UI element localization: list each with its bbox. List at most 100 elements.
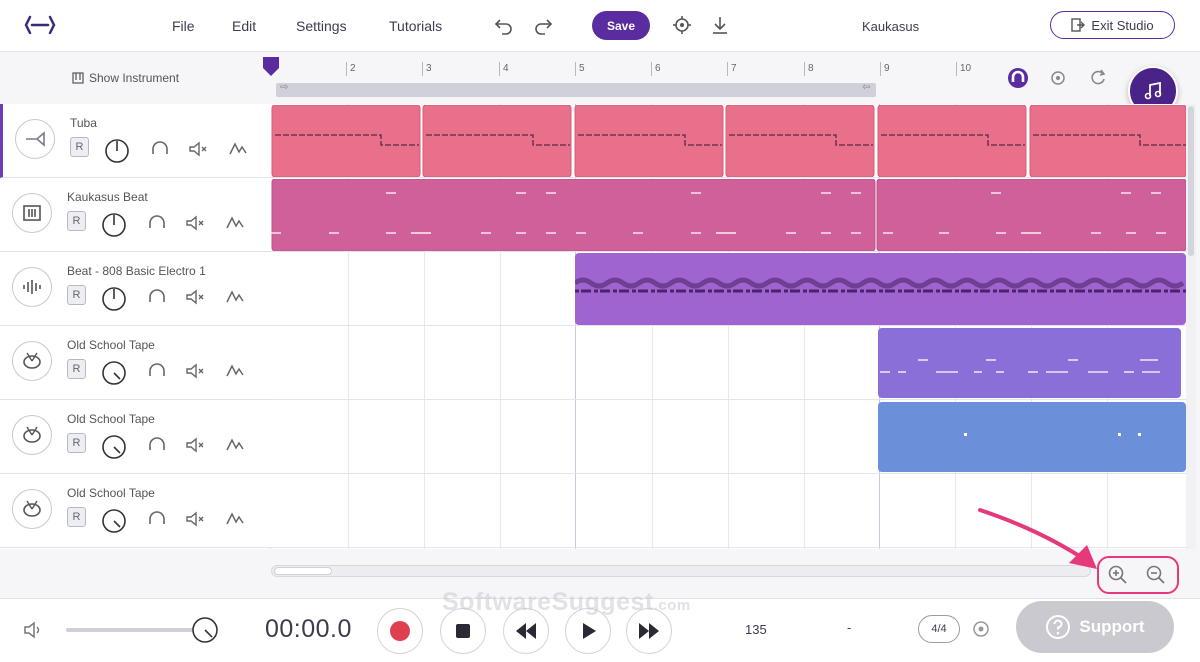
track-lane[interactable]: [271, 178, 1186, 252]
record-arm-button[interactable]: R: [67, 211, 86, 231]
track-header-kaukasus-beat[interactable]: Kaukasus Beat R: [0, 178, 271, 252]
menu-edit[interactable]: Edit: [232, 18, 257, 34]
mute-icon[interactable]: [184, 359, 206, 383]
horizontal-scroll-thumb[interactable]: [274, 567, 332, 575]
record-button[interactable]: [377, 608, 423, 654]
timeline-ruler[interactable]: 2 3 4 5 6 7 8 9 10: [271, 60, 1001, 82]
undo-icon[interactable]: [493, 14, 515, 36]
track-header-old-school-tape-2[interactable]: Old School Tape R: [0, 400, 271, 474]
mute-icon[interactable]: [184, 211, 206, 235]
effects-icon[interactable]: [227, 137, 249, 161]
track-name[interactable]: Kaukasus Beat: [67, 190, 148, 204]
tape-clip-1[interactable]: [878, 328, 1183, 398]
record-arm-button[interactable]: R: [70, 137, 89, 157]
show-instrument-toggle[interactable]: Show Instrument: [72, 71, 179, 85]
volume-knob[interactable]: [100, 211, 128, 239]
download-icon[interactable]: [709, 14, 731, 36]
record-arm-button[interactable]: R: [67, 433, 86, 453]
fast-forward-button[interactable]: [626, 608, 672, 654]
magnet-icon[interactable]: [1008, 68, 1028, 88]
logo-icon[interactable]: [22, 13, 58, 37]
track-header-old-school-tape-3[interactable]: Old School Tape R: [0, 474, 271, 548]
menu-file[interactable]: File: [172, 18, 195, 34]
headphones-icon[interactable]: [146, 211, 168, 235]
tempo-bpm[interactable]: 135: [745, 622, 767, 637]
volume-knob[interactable]: [100, 285, 128, 313]
playhead-marker[interactable]: [262, 56, 280, 78]
metronome-icon[interactable]: [970, 618, 992, 640]
menu-settings[interactable]: Settings: [296, 18, 347, 34]
effects-icon[interactable]: [224, 285, 246, 309]
volume-knob[interactable]: [100, 433, 128, 461]
track-lane[interactable]: [271, 104, 1186, 178]
master-volume-slider[interactable]: [66, 628, 196, 632]
drum-icon[interactable]: [12, 415, 52, 455]
zoom-out-icon[interactable]: [1144, 563, 1168, 587]
track-name[interactable]: Beat - 808 Basic Electro 1: [67, 264, 206, 278]
track-name[interactable]: Old School Tape: [67, 338, 155, 352]
track-lane[interactable]: [271, 474, 1186, 548]
loop-start-arrow-icon[interactable]: ⇨: [280, 82, 289, 93]
track-name[interactable]: Old School Tape: [67, 486, 155, 500]
record-arm-button[interactable]: R: [67, 359, 86, 379]
mute-icon[interactable]: [187, 137, 209, 161]
track-settings-gear-icon[interactable]: [1048, 68, 1068, 88]
vertical-scrollbar[interactable]: [1186, 104, 1196, 549]
effects-icon[interactable]: [224, 359, 246, 383]
horizontal-scrollbar[interactable]: [271, 565, 1091, 577]
loop-icon[interactable]: [1088, 68, 1108, 88]
tuba-icon[interactable]: [15, 119, 55, 159]
headphones-icon[interactable]: [149, 137, 171, 161]
record-arm-button[interactable]: R: [67, 507, 86, 527]
drum-icon[interactable]: [12, 341, 52, 381]
electro-beat-clip[interactable]: [575, 253, 1186, 325]
track-lane[interactable]: [271, 326, 1186, 400]
tape-clip-2[interactable]: [878, 402, 1186, 472]
zoom-in-icon[interactable]: [1106, 563, 1130, 587]
settings-gear-icon[interactable]: [671, 14, 693, 36]
arrangement-grid[interactable]: [271, 104, 1186, 549]
volume-knob[interactable]: [100, 507, 128, 535]
track-lane[interactable]: [271, 400, 1186, 474]
headphones-icon[interactable]: [146, 507, 168, 531]
volume-knob[interactable]: [103, 137, 131, 165]
mute-icon[interactable]: [184, 507, 206, 531]
time-signature-button[interactable]: 4/4: [918, 615, 960, 643]
master-volume-icon[interactable]: [22, 620, 46, 640]
effects-icon[interactable]: [224, 211, 246, 235]
tuba-clips[interactable]: [271, 105, 1186, 177]
drum-machine-icon[interactable]: [12, 193, 52, 233]
mute-icon[interactable]: [184, 433, 206, 457]
track-name[interactable]: Tuba: [70, 116, 97, 130]
waveform-icon[interactable]: [12, 267, 52, 307]
support-button[interactable]: Support: [1016, 601, 1174, 653]
track-header-beat-808[interactable]: Beat - 808 Basic Electro 1 R: [0, 252, 271, 326]
headphones-icon[interactable]: [146, 285, 168, 309]
volume-knob[interactable]: [100, 359, 128, 387]
save-button[interactable]: Save: [592, 11, 650, 40]
stop-button[interactable]: [440, 608, 486, 654]
project-name[interactable]: Kaukasus: [862, 19, 920, 34]
beat-clips[interactable]: [271, 179, 1186, 251]
track-header-old-school-tape-1[interactable]: Old School Tape R: [0, 326, 271, 400]
loop-region-bar[interactable]: ⇨ ⇦: [276, 82, 876, 97]
record-arm-button[interactable]: R: [67, 285, 86, 305]
exit-studio-button[interactable]: Exit Studio: [1050, 11, 1175, 39]
rewind-button[interactable]: [503, 608, 549, 654]
key-value[interactable]: -: [847, 620, 852, 635]
effects-icon[interactable]: [224, 507, 246, 531]
mute-icon[interactable]: [184, 285, 206, 309]
drum-icon[interactable]: [12, 489, 52, 529]
headphones-icon[interactable]: [146, 433, 168, 457]
play-button[interactable]: [565, 608, 611, 654]
loop-end-arrow-icon[interactable]: ⇦: [862, 82, 871, 93]
menu-tutorials[interactable]: Tutorials: [389, 18, 443, 34]
redo-icon[interactable]: [532, 14, 554, 36]
track-header-tuba[interactable]: Tuba R: [0, 104, 271, 178]
headphones-icon[interactable]: [146, 359, 168, 383]
master-volume-knob[interactable]: [190, 615, 220, 645]
track-lane[interactable]: [271, 252, 1186, 326]
track-name[interactable]: Old School Tape: [67, 412, 155, 426]
effects-icon[interactable]: [224, 433, 246, 457]
vertical-scroll-thumb[interactable]: [1188, 106, 1194, 256]
